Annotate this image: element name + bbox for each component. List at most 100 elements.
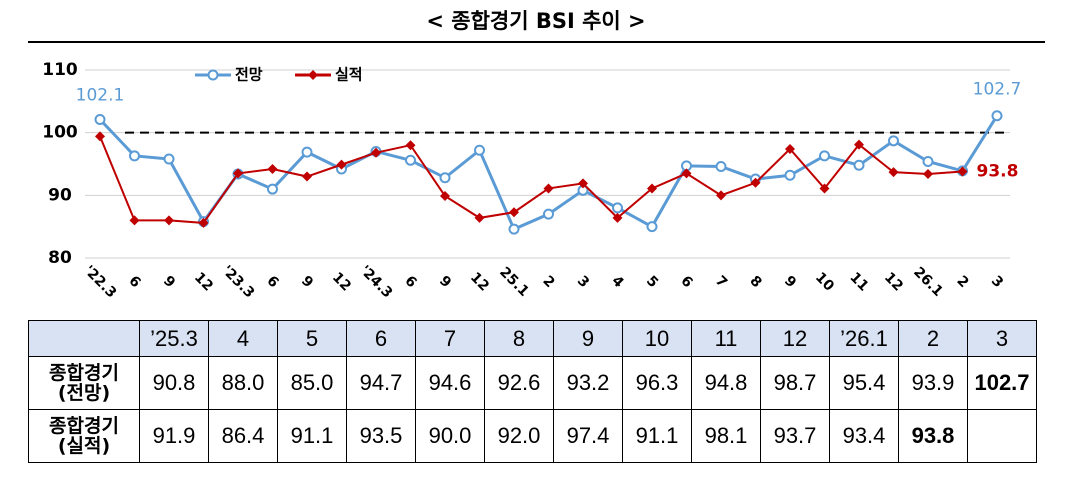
y-tick-label: 100 xyxy=(42,123,78,143)
header-cell: 3 xyxy=(967,320,1037,357)
point xyxy=(95,131,105,142)
x-tick-label: 2 xyxy=(539,273,557,291)
table-cell: 91.1 xyxy=(277,409,347,463)
table-cell: 94.6 xyxy=(415,356,485,410)
header-cell: 9 xyxy=(553,320,623,357)
table-cell: 96.3 xyxy=(622,356,692,410)
x-tick-label: 9 xyxy=(781,273,799,291)
x-tick-label: 6 xyxy=(125,273,143,291)
point xyxy=(716,190,726,201)
point xyxy=(612,212,623,223)
empty-cell xyxy=(967,409,1037,463)
x-tick-label: 9 xyxy=(160,273,178,291)
table-cell: 94.7 xyxy=(346,356,416,410)
header-cell: 12 xyxy=(760,320,830,357)
row-label: 종합경기 (실적) xyxy=(28,409,140,463)
x-tick-label: '23.3 xyxy=(219,263,258,302)
row-label-line: 종합경기 xyxy=(49,362,119,384)
point xyxy=(164,215,174,226)
point xyxy=(784,169,796,181)
point xyxy=(923,169,933,180)
point xyxy=(922,155,934,167)
series-line xyxy=(99,136,963,224)
header-cell: 11 xyxy=(691,320,761,357)
row-label-line: (전망) xyxy=(57,382,111,404)
point xyxy=(267,183,278,195)
x-tick-label: '22.3 xyxy=(81,263,120,302)
point xyxy=(819,150,830,162)
y-tick-label: 110 xyxy=(42,60,78,80)
header-cell: ’26.1 xyxy=(829,320,899,357)
point xyxy=(267,164,278,175)
x-tick-label: 2 xyxy=(953,273,971,291)
header-cell: 8 xyxy=(484,320,554,357)
data-label: 102.1 xyxy=(76,86,125,106)
table-cell: 97.4 xyxy=(553,409,623,463)
header-cell: ’25.3 xyxy=(139,320,209,357)
x-tick-label: 25.1 xyxy=(496,264,532,300)
point xyxy=(405,140,416,151)
point xyxy=(474,212,485,223)
y-tick-label: 90 xyxy=(48,185,72,205)
table-cell: 90.8 xyxy=(139,356,209,410)
point xyxy=(578,178,588,189)
table-cell: 92.0 xyxy=(484,409,554,463)
point xyxy=(646,221,658,233)
point xyxy=(785,143,795,154)
point xyxy=(681,168,692,179)
header-cell: 6 xyxy=(346,320,416,357)
point xyxy=(509,207,519,218)
row-label-line: (실적) xyxy=(57,435,111,457)
table-row: 종합경기 (전망) 90.8 88.0 85.0 94.7 94.6 92.6 93.2 96.3… xyxy=(28,356,1037,410)
data-table: ’25.3 4 5 6 7 8 9 10 11 12’26.1 2 3 종합경기 (전망) 90.8 88.0… xyxy=(28,320,1037,463)
table-cell: 98.1 xyxy=(691,409,761,463)
x-tick-label: 26.1 xyxy=(910,264,946,300)
table-cell: 85.0 xyxy=(277,356,347,410)
table-cell: 98.7 xyxy=(760,356,830,410)
point xyxy=(302,171,312,182)
point xyxy=(888,167,899,178)
x-tick-label: 8 xyxy=(746,273,764,291)
chart-title: < 종합경기 BSI 추이 > xyxy=(426,9,645,33)
table-cell: 91.1 xyxy=(622,409,692,463)
table-cell: 93.9 xyxy=(898,356,968,410)
table-row: 종합경기 (실적) 91.9 86.4 91.1 93.5 90.0 92.0 97.4 91.1… xyxy=(28,409,1037,463)
point xyxy=(371,147,381,158)
header-row: ’25.3 4 5 6 7 8 9 10 11 12’26.1 2 3 xyxy=(28,320,1037,357)
header-cell: 10 xyxy=(622,320,692,357)
data-label: 102.7 xyxy=(973,80,1022,100)
table-cell: 86.4 xyxy=(208,409,278,463)
table-cell: 92.6 xyxy=(484,356,554,410)
x-tick-label: 12 xyxy=(881,269,906,294)
row-label: 종합경기 (전망) xyxy=(28,356,140,410)
row-label-line: 종합경기 xyxy=(49,415,119,437)
point xyxy=(439,172,451,184)
point xyxy=(440,190,450,201)
point xyxy=(715,161,727,173)
x-tick-label: '24.3 xyxy=(357,263,396,302)
x-tick-label: 3 xyxy=(574,273,592,291)
x-tick-label: 5 xyxy=(643,273,661,291)
table-cell: 95.4 xyxy=(829,356,899,410)
legend-label: 전망 xyxy=(235,66,263,84)
x-tick-label: 6 xyxy=(677,273,695,291)
table-cell: 93.4 xyxy=(829,409,899,463)
legend-marker xyxy=(308,70,318,80)
table-cell: 94.8 xyxy=(691,356,761,410)
x-tick-label: 6 xyxy=(401,273,419,291)
point xyxy=(94,114,106,126)
point xyxy=(198,217,209,228)
point xyxy=(163,153,175,165)
x-tick-label: 12 xyxy=(191,269,216,294)
point xyxy=(750,177,761,188)
table-cell: 93.8 xyxy=(898,409,968,463)
corner-cell xyxy=(28,320,140,357)
point xyxy=(612,202,623,214)
point xyxy=(853,159,865,171)
x-tick-label: 9 xyxy=(298,273,316,291)
point xyxy=(854,139,864,150)
point xyxy=(233,168,243,179)
data-label: 93.8 xyxy=(977,162,1019,182)
